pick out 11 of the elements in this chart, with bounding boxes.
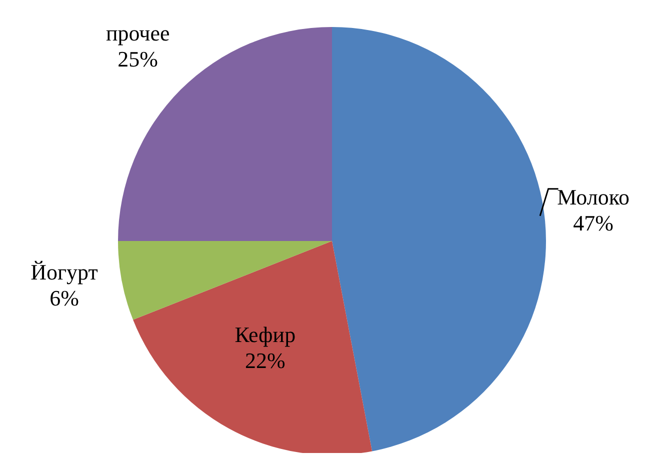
data-label: 47%	[573, 210, 614, 236]
pie-slice	[118, 241, 332, 320]
data-label: 25%	[118, 46, 158, 72]
data-label: 22%	[244, 348, 286, 374]
slice-label: Йогурт	[30, 260, 98, 285]
slice-label: прочее	[106, 20, 170, 46]
pie-slice	[332, 27, 546, 452]
slice-label: Молоко	[557, 184, 630, 210]
data-label: 6%	[50, 286, 79, 311]
slice-label: Кефир	[234, 322, 296, 348]
pie-slice	[133, 241, 372, 453]
